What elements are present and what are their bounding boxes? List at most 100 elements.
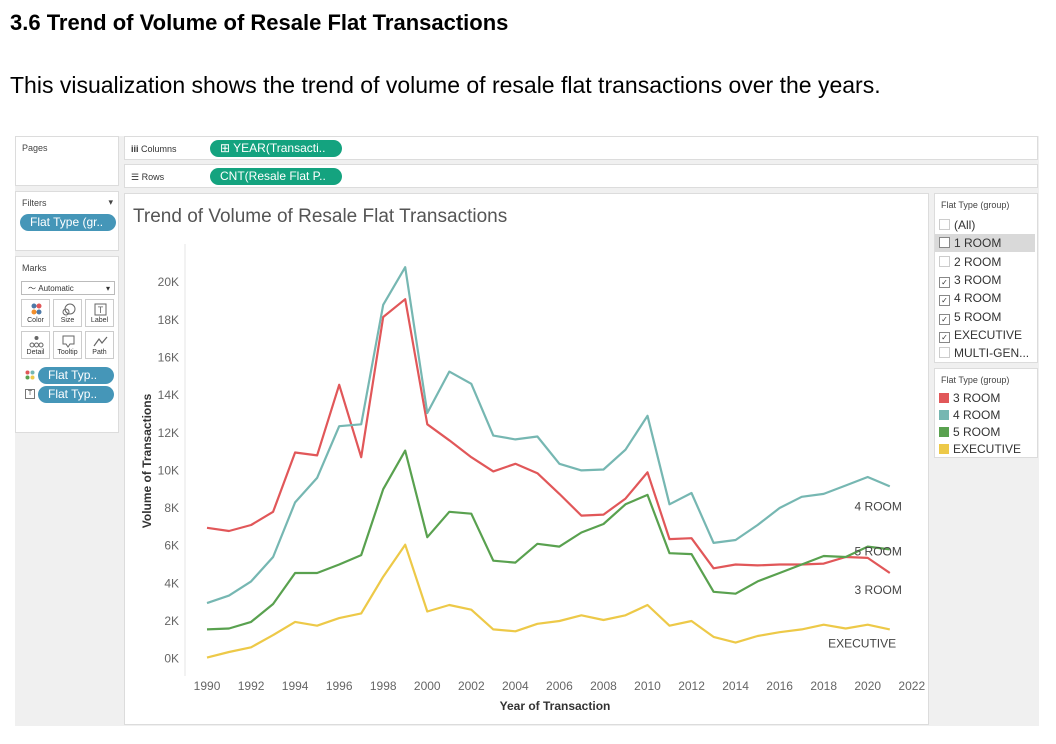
checkbox-unchecked-icon[interactable] [939,237,950,249]
tooltip-icon [62,335,75,348]
x-axis-label: Year of Transaction [500,699,611,713]
color-mark-pill[interactable]: Flat Typ.. [38,367,114,384]
color-button[interactable]: Color [21,299,50,327]
color-button-label: Color [27,317,44,324]
rows-label: ☰ Rows [131,172,165,182]
filter-item-label: 5 ROOM [954,309,1002,324]
rows-icon: ☰ [131,172,142,182]
legend-swatch [939,410,949,420]
mark-type-select[interactable]: 〜 Automatic ▾ [21,281,115,295]
filter-item[interactable]: 2 ROOM [939,253,1035,271]
x-tick-label: 2006 [546,679,573,693]
checkbox-checked-icon[interactable]: ✓ [939,313,950,325]
filter-item-label: 1 ROOM [954,236,1002,251]
y-tick-label: 14K [158,388,179,402]
columns-label: iii Columns [131,144,177,154]
x-tick-label: 2022 [898,679,925,693]
filter-item-label: 3 ROOM [954,272,1002,287]
legend-label: 4 ROOM [953,408,1001,422]
marks-card: Marks 〜 Automatic ▾ Color Size T Label De… [15,256,119,433]
tableau-workbook: Pages Filters ▾ Flat Type (gr.. Marks 〜 … [15,136,1039,726]
x-tick-label: 2002 [458,679,485,693]
checkbox-unchecked-icon[interactable] [939,219,950,230]
size-button-label: Size [60,317,75,324]
columns-icon: iii [131,144,142,154]
legend-swatch [939,444,949,454]
chart-view: Trend of Volume of Resale Flat Transacti… [124,193,929,725]
filter-item[interactable]: 1 ROOM [935,234,1035,253]
y-tick-label: 18K [158,313,179,327]
filter-item[interactable]: ✓ 4 ROOM [939,289,1035,307]
x-tick-label: 1996 [326,679,353,693]
legend-label: EXECUTIVE [953,442,1022,456]
x-tick-label: 2008 [590,679,617,693]
label-icon: T [94,303,107,316]
path-icon [93,336,108,347]
x-tick-label: 2020 [854,679,881,693]
x-tick-label: 1994 [282,679,309,693]
label-button-label: Label [90,317,109,324]
columns-pill[interactable]: ⊞ YEAR(Transacti.. [210,140,342,157]
marks-label: Marks [22,263,47,273]
filter-item-label: MULTI-GEN... [954,346,1030,361]
label-icon: T [25,389,35,399]
label-button[interactable]: T Label [85,299,114,327]
checkbox-checked-icon[interactable]: ✓ [939,295,950,307]
filter-item[interactable]: (All) [939,216,1035,234]
checkbox-checked-icon[interactable]: ✓ [939,331,950,343]
chevron-down-icon: ▾ [105,284,110,293]
x-tick-label: 2010 [634,679,661,693]
series-line [206,266,891,605]
legend-swatch [939,393,949,403]
filter-item-label: 4 ROOM [954,291,1002,306]
filters-card[interactable]: Filters ▾ Flat Type (gr.. [15,191,119,251]
pages-card[interactable]: Pages [15,136,119,186]
chevron-down-icon[interactable]: ▾ [108,197,113,207]
line-mark-icon: 〜 [28,284,39,293]
y-tick-label: 8K [164,501,179,515]
line-chart: Trend of Volume of Resale Flat Transacti… [133,206,925,713]
series-end-label: EXECUTIVE [828,636,896,650]
size-button[interactable]: Size [53,299,82,327]
tooltip-button[interactable]: Tooltip [53,331,82,359]
checkbox-unchecked-icon[interactable] [939,255,950,267]
filter-item-label: EXECUTIVE [954,327,1023,342]
filter-item[interactable]: MULTI-GEN... [939,344,1035,362]
checkbox-checked-icon[interactable]: ✓ [939,276,950,288]
y-tick-label: 10K [158,463,179,477]
tooltip-button-label: Tooltip [57,349,78,356]
filter-pill[interactable]: Flat Type (gr.. [20,214,116,231]
legend-item[interactable]: EXECUTIVE [939,440,1021,458]
size-icon [62,303,76,316]
chart-title: Trend of Volume of Resale Flat Transacti… [133,206,507,227]
legend-label: 5 ROOM [953,425,1001,439]
detail-icon [29,336,44,348]
flat-type-filter-card: Flat Type (group) (All) 1 ROOM 2 ROOM ✓ 3 RO… [934,193,1038,363]
x-tick-label: 2000 [414,679,441,693]
series-line [206,449,890,631]
section-heading: 3.6 Trend of Volume of Resale Flat Trans… [10,10,509,35]
legend-item[interactable]: 5 ROOM [939,423,1000,441]
rows-shelf[interactable]: ☰ Rows CNT(Resale Flat P.. [124,164,1038,188]
y-tick-label: 20K [158,275,179,289]
legend-item[interactable]: 4 ROOM [939,406,1000,424]
checkbox-unchecked-icon[interactable] [939,347,950,359]
series-line [206,543,891,659]
label-mark-pill[interactable]: Flat Typ.. [38,386,114,403]
path-button-label: Path [92,349,107,356]
rows-pill[interactable]: CNT(Resale Flat P.. [210,168,342,185]
columns-shelf[interactable]: iii Columns ⊞ YEAR(Transacti.. [124,136,1038,160]
x-tick-label: 2014 [722,679,749,693]
y-tick-label: 2K [164,614,179,628]
filter-item[interactable]: ✓ 5 ROOM [939,308,1035,326]
y-tick-label: 0K [164,652,179,666]
filter-item[interactable]: ✓ EXECUTIVE [939,326,1035,344]
detail-button[interactable]: Detail [21,331,50,359]
path-button[interactable]: Path [85,331,114,359]
legend-title: Flat Type (group) [941,375,1010,385]
filter-item[interactable]: ✓ 3 ROOM [939,271,1035,289]
legend-swatch [939,427,949,437]
x-tick-label: 2016 [766,679,793,693]
filter-card-title: Flat Type (group) [941,200,1010,210]
legend-item[interactable]: 3 ROOM [939,389,1000,407]
